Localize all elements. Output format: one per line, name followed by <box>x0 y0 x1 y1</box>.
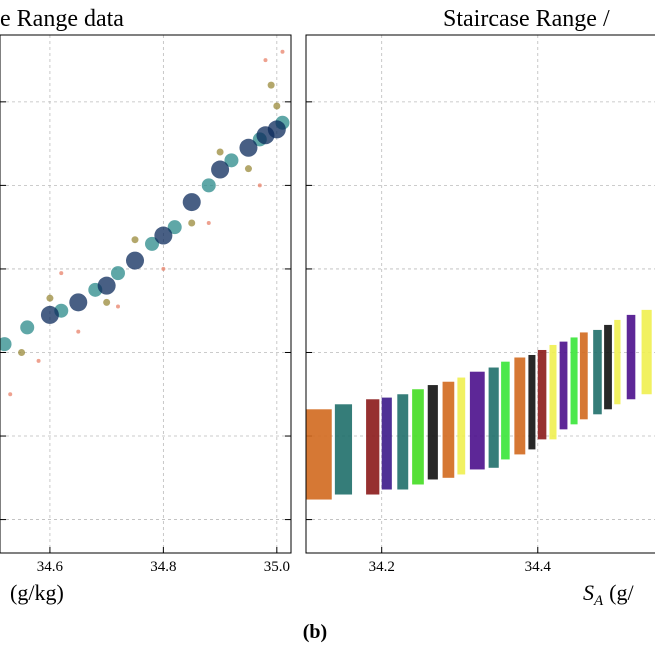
staircase-band <box>334 404 353 495</box>
staircase-band <box>442 381 455 478</box>
x-tick-label: 34.8 <box>150 559 176 575</box>
staircase-band <box>457 377 466 475</box>
staircase-band <box>641 309 652 395</box>
scatter-point <box>20 320 35 335</box>
scatter-point <box>161 266 166 271</box>
scatter-point <box>239 138 258 157</box>
scatter-point <box>131 236 139 244</box>
chart-title: Staircase Range / <box>443 6 610 32</box>
scatter-point <box>224 153 239 168</box>
scatter-point <box>273 102 281 110</box>
scatter-point <box>8 392 13 397</box>
scatter-point <box>97 276 116 295</box>
staircase-band <box>593 329 602 415</box>
scatter-point <box>167 220 182 235</box>
staircase-band <box>626 314 636 400</box>
staircase-band <box>549 344 557 440</box>
scatter-point <box>76 329 81 334</box>
chart-title: e Range data <box>0 6 124 32</box>
scatter-point <box>103 298 111 306</box>
scatter-point <box>216 148 224 156</box>
staircase-band <box>412 389 424 485</box>
x-label-symbol: S <box>583 580 594 605</box>
x-axis-label: SA (g/ <box>583 580 634 609</box>
staircase-band <box>488 367 499 468</box>
staircase-band <box>306 409 332 500</box>
x-tick-label: 34.2 <box>369 559 395 575</box>
x-tick-label: 34.6 <box>37 559 64 575</box>
staircase-band <box>559 341 568 430</box>
staircase-band <box>514 357 526 455</box>
scatter-point <box>267 81 275 89</box>
scatter-point <box>211 160 230 179</box>
scatter-point <box>69 293 88 312</box>
scatter-point <box>280 49 285 54</box>
x-label-subscript: A <box>593 593 604 609</box>
scatter-point <box>182 193 201 212</box>
panel: 34.2 34.4 Staircase Range / SA (g/ <box>305 6 655 609</box>
scatter-point <box>40 305 59 324</box>
scatter-point <box>267 120 286 139</box>
scatter-point <box>154 226 173 245</box>
axes-frame <box>305 34 655 554</box>
scatter-point <box>18 348 26 356</box>
staircase-band <box>397 394 409 490</box>
scatter-point <box>201 178 216 193</box>
staircase-band <box>614 319 621 405</box>
staircase-band <box>528 354 536 450</box>
scatter-point <box>59 271 64 276</box>
axes-frame <box>0 34 292 554</box>
staircase-band <box>604 324 612 410</box>
staircase-band <box>537 349 547 440</box>
caption: (b) <box>303 621 327 643</box>
scatter-point <box>36 358 41 363</box>
scatter-point <box>257 183 262 188</box>
plot-area <box>306 35 655 553</box>
scatter-point <box>244 165 252 173</box>
scatter-point <box>206 220 211 225</box>
scatter-point <box>188 219 196 227</box>
scatter-point <box>263 58 268 63</box>
staircase-band <box>501 361 510 460</box>
scatter-point <box>46 294 54 302</box>
scatter-point <box>0 337 12 352</box>
staircase-band <box>381 397 392 490</box>
x-tick-label: 35.0 <box>264 559 290 575</box>
scatter-point <box>110 266 125 281</box>
panel: 34.6 34.8 35.0 e Range data (g/kg) <box>0 6 292 605</box>
plot-area <box>0 35 291 553</box>
staircase-band <box>469 371 485 470</box>
staircase-band <box>570 337 578 425</box>
x-label-unit: (g/ <box>609 580 634 605</box>
staircase-band <box>427 385 438 480</box>
staircase-band <box>579 332 588 420</box>
x-axis-label: (g/kg) <box>10 580 64 605</box>
scatter-point <box>126 251 145 270</box>
scatter-point <box>145 236 160 251</box>
x-tick-label: 34.4 <box>525 559 552 575</box>
staircase-band <box>366 399 380 495</box>
scatter-point <box>115 304 120 309</box>
